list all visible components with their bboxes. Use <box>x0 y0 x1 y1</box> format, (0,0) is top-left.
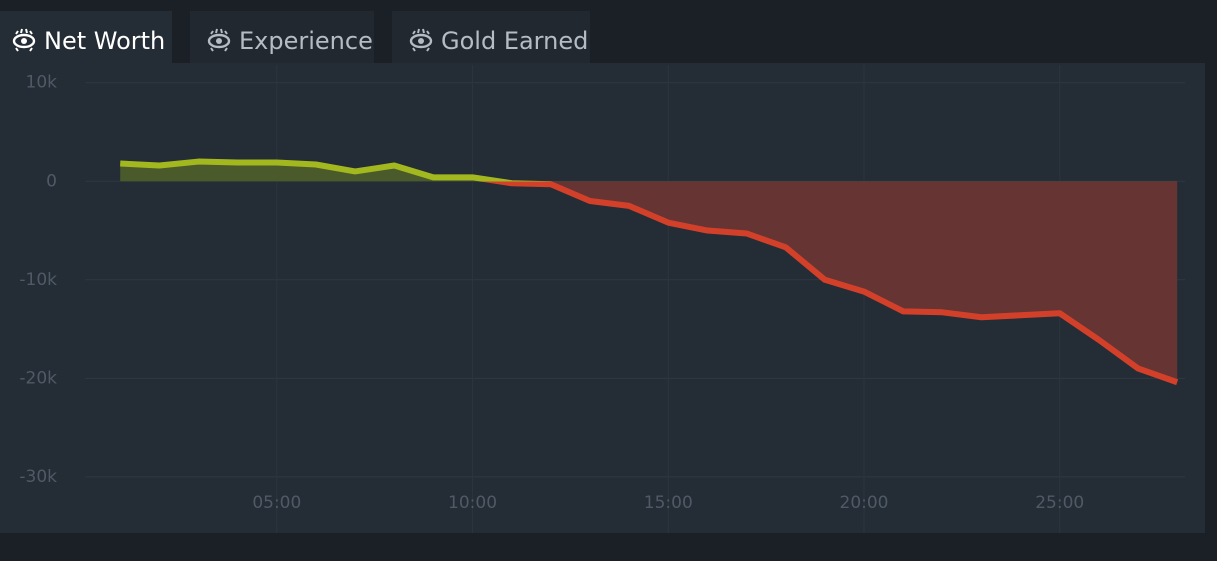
x-tick-label: 15:00 <box>644 493 693 513</box>
tab-label[interactable]: Gold Earned <box>441 27 588 55</box>
y-tick-label: -20k <box>19 368 57 388</box>
tab-active[interactable] <box>0 11 172 65</box>
y-tick-label: 10k <box>26 73 58 93</box>
area <box>120 161 1178 383</box>
y-tick-label: 0 <box>46 171 57 191</box>
x-tick-label: 05:00 <box>252 493 301 513</box>
y-tick-label: -30k <box>19 467 57 487</box>
x-tick-label: 20:00 <box>840 493 889 513</box>
tab-label[interactable]: Net Worth <box>44 27 165 55</box>
y-tick-label: -10k <box>19 270 57 290</box>
tab-label[interactable]: Experience <box>239 27 373 55</box>
line <box>120 158 1179 386</box>
x-tick-label: 10:00 <box>448 493 497 513</box>
tab[interactable] <box>190 11 374 63</box>
tab[interactable] <box>392 11 590 63</box>
x-tick-label: 25:00 <box>1035 493 1084 513</box>
